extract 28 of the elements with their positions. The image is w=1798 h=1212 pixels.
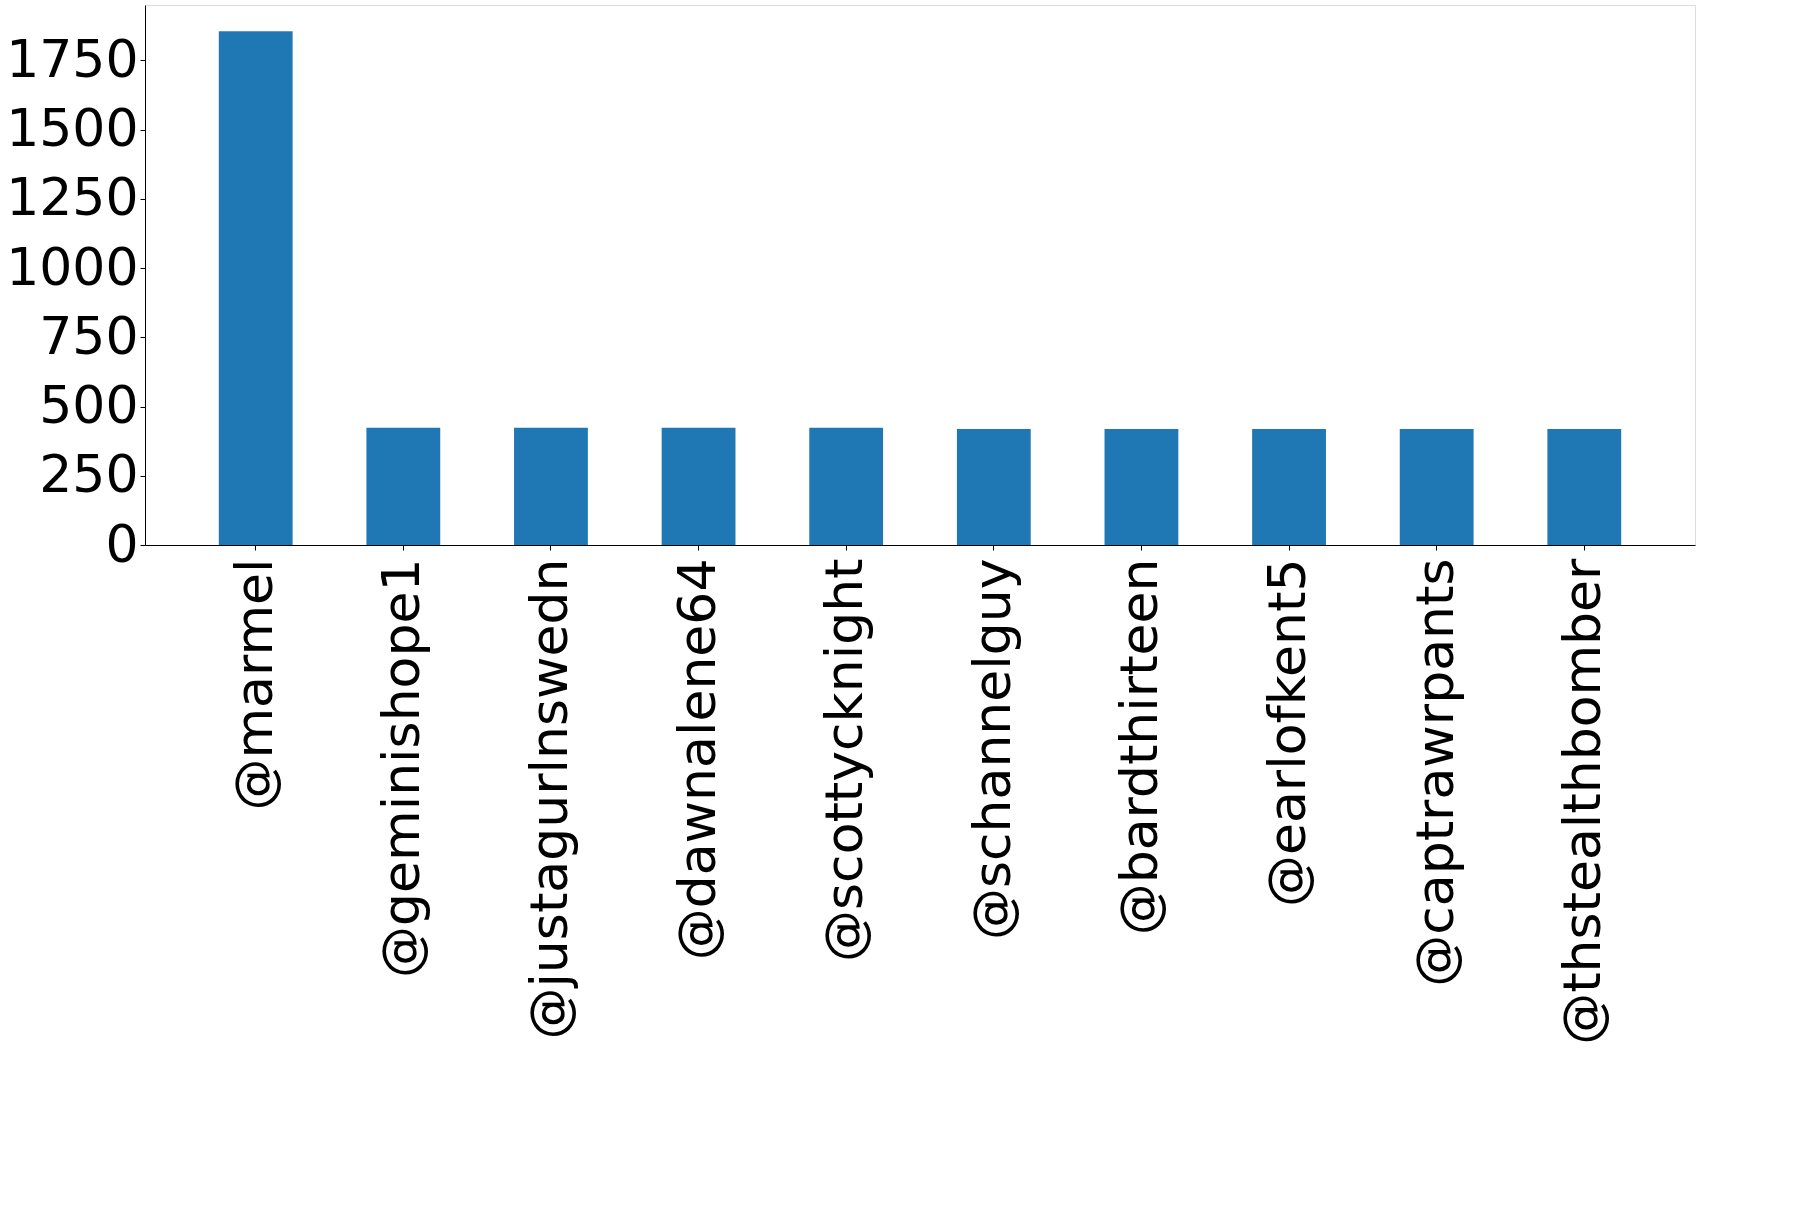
bar [1399, 428, 1474, 545]
y-tick-label: 1750 [6, 28, 139, 89]
x-tick-label: @geminishope1 [371, 558, 432, 978]
y-tick-label: 750 [39, 305, 139, 366]
bar [809, 427, 884, 545]
bar [661, 427, 736, 545]
x-tick-label: @captrawrpants [1404, 558, 1465, 987]
x-tick-label: @marmel [223, 558, 284, 811]
x-tick-label: @earlofkent5 [1257, 558, 1318, 907]
y-tick-label: 1250 [6, 167, 139, 228]
y-tick-label: 500 [39, 375, 139, 436]
bar [1547, 428, 1622, 545]
x-tick-label: @bardthirteen [1109, 558, 1170, 936]
x-tick-label: @justagurlnswedn [518, 558, 579, 1040]
bar [218, 31, 293, 545]
bar [1104, 428, 1179, 545]
bar [956, 428, 1031, 545]
y-tick-label: 250 [39, 444, 139, 505]
x-tick-label: @scottycknight [814, 558, 875, 963]
y-tick-label: 1500 [6, 98, 139, 159]
bar [514, 427, 588, 545]
x-tick-label: @thstealthbomber [1552, 557, 1613, 1045]
y-tick-label: 0 [105, 513, 139, 574]
x-tick-label: @schannelguy [961, 558, 1022, 941]
bar [366, 427, 441, 545]
bar [1252, 428, 1326, 545]
x-tick-label: @dawnalene64 [666, 558, 727, 961]
y-tick-label: 1000 [6, 236, 139, 297]
